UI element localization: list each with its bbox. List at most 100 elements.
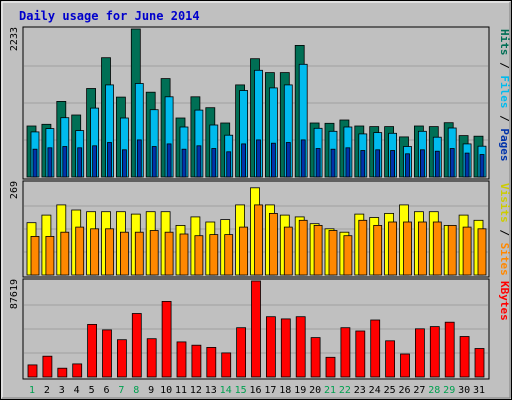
bar-pages-2 — [47, 147, 53, 178]
x-label-day-29: 29 — [443, 385, 455, 396]
bar-pages-6 — [107, 142, 112, 178]
bar-pages-17 — [270, 142, 276, 178]
x-label-day-19: 19 — [294, 385, 306, 396]
bar-pages-22 — [345, 147, 351, 178]
bar-kbytes-7 — [117, 339, 127, 378]
x-label-day-18: 18 — [279, 385, 291, 396]
bar-kbytes-4 — [72, 363, 83, 378]
ymax-label-hits: 2233 — [9, 27, 20, 51]
bar-sites-10 — [164, 231, 174, 276]
bar-sites-12 — [194, 235, 204, 276]
bar-sites-3 — [60, 231, 70, 276]
x-label-day-7: 7 — [118, 385, 124, 396]
bar-sites-23 — [358, 219, 368, 276]
x-label-day-31: 31 — [473, 385, 485, 396]
bar-kbytes-30 — [459, 336, 470, 378]
bar-kbytes-27 — [414, 328, 425, 378]
bar-sites-5 — [90, 228, 99, 276]
x-label-day-16: 16 — [249, 385, 261, 396]
bar-pages-5 — [92, 145, 97, 178]
bar-kbytes-1 — [27, 364, 38, 378]
legend-item-sites: Sites — [498, 243, 511, 276]
bar-sites-24 — [373, 224, 383, 276]
bar-sites-19 — [298, 219, 308, 276]
ymax-label-kbytes: 87619 — [9, 279, 20, 309]
bars-layer — [26, 28, 487, 378]
bar-kbytes-18 — [280, 318, 291, 378]
bar-sites-16 — [254, 204, 263, 276]
bar-pages-16 — [256, 139, 261, 178]
bar-sites-4 — [75, 226, 85, 276]
bar-pages-10 — [166, 143, 172, 178]
bar-sites-29 — [447, 224, 457, 276]
x-label-day-28: 28 — [428, 385, 440, 396]
bar-pages-20 — [315, 148, 321, 178]
bar-kbytes-26 — [400, 353, 410, 378]
bar-sites-7 — [120, 231, 129, 276]
bar-kbytes-29 — [444, 321, 455, 378]
bar-kbytes-22 — [340, 327, 351, 378]
bar-sites-6 — [105, 228, 114, 276]
bar-pages-19 — [300, 139, 306, 178]
bar-kbytes-5 — [87, 323, 97, 378]
bar-kbytes-8 — [131, 313, 142, 378]
bar-pages-25 — [390, 150, 396, 178]
legend-item-hits: Hits — [498, 29, 511, 56]
x-label-day-27: 27 — [413, 385, 425, 396]
bar-sites-30 — [462, 226, 472, 276]
bar-kbytes-6 — [102, 329, 112, 378]
bar-kbytes-16 — [251, 280, 261, 378]
x-label-day-20: 20 — [309, 385, 321, 396]
x-label-day-15: 15 — [235, 385, 247, 396]
x-label-day-30: 30 — [458, 385, 470, 396]
bar-kbytes-17 — [265, 316, 276, 378]
x-label-day-6: 6 — [103, 385, 109, 396]
bar-pages-12 — [196, 145, 202, 178]
ymax-label-visits: 269 — [9, 181, 20, 199]
bar-pages-15 — [241, 143, 247, 178]
x-label-day-13: 13 — [205, 385, 217, 396]
bar-sites-22 — [343, 235, 353, 276]
bar-pages-4 — [77, 147, 83, 178]
x-label-day-24: 24 — [369, 385, 381, 396]
bar-sites-13 — [209, 234, 219, 276]
bar-sites-27 — [417, 221, 427, 276]
legend-item-kbytes: KBytes — [498, 281, 511, 321]
x-label-day-4: 4 — [74, 385, 80, 396]
bar-kbytes-19 — [295, 316, 306, 378]
legend-item-files: Files — [498, 75, 511, 108]
bar-kbytes-14 — [221, 352, 232, 378]
bar-sites-20 — [313, 224, 323, 276]
legend-item-visits: Visits — [498, 183, 511, 223]
x-label-day-5: 5 — [89, 385, 95, 396]
x-label-day-1: 1 — [29, 385, 35, 396]
bar-kbytes-25 — [385, 340, 396, 378]
x-label-day-11: 11 — [175, 385, 187, 396]
bar-pages-31 — [479, 154, 485, 178]
bar-sites-14 — [224, 234, 234, 276]
bar-pages-23 — [360, 150, 366, 178]
x-label-day-23: 23 — [354, 385, 366, 396]
bar-kbytes-20 — [310, 337, 321, 378]
bar-pages-21 — [330, 148, 336, 178]
legend-pages-files-hits: Hits / Files / Pages — [498, 29, 511, 162]
bar-kbytes-11 — [176, 341, 187, 378]
x-label-day-22: 22 — [339, 385, 351, 396]
bar-kbytes-23 — [355, 330, 366, 378]
bar-pages-7 — [122, 149, 127, 178]
bar-pages-14 — [226, 151, 232, 178]
x-label-day-17: 17 — [264, 385, 276, 396]
bar-kbytes-2 — [42, 355, 53, 378]
bar-kbytes-10 — [161, 300, 172, 378]
bar-kbytes-9 — [146, 338, 157, 378]
bar-pages-1 — [32, 148, 38, 178]
x-label-day-25: 25 — [384, 385, 396, 396]
bar-sites-25 — [388, 221, 398, 276]
bar-sites-15 — [239, 226, 249, 276]
bar-sites-17 — [268, 212, 278, 276]
bar-sites-11 — [179, 233, 189, 276]
x-label-day-3: 3 — [59, 385, 65, 396]
bar-pages-3 — [62, 146, 68, 178]
x-label-day-9: 9 — [148, 385, 154, 396]
